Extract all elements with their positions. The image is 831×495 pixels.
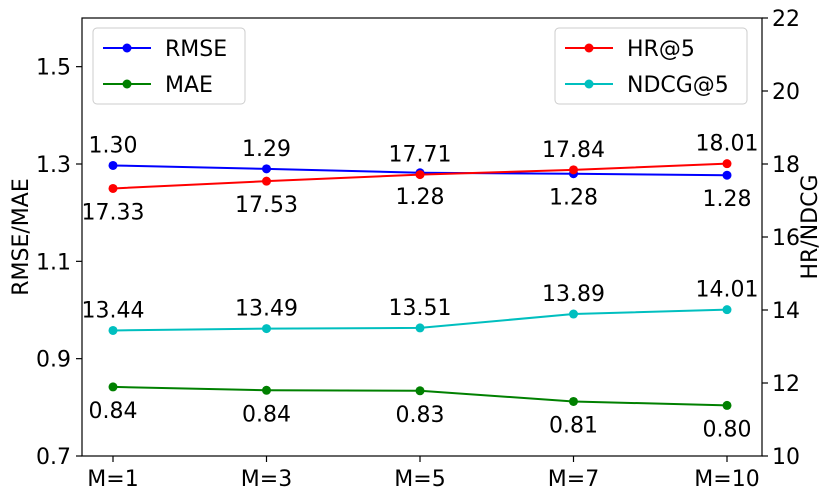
- x-tick-label: M=7: [548, 467, 599, 492]
- mae-point: [569, 396, 578, 406]
- mae-point: [722, 400, 732, 410]
- ndcg-5-data-label: 13.89: [542, 282, 605, 307]
- left-tick-label: 0.9: [36, 348, 71, 373]
- data-labels: 1.30 1.29 1.28 1.28 1.28 0.84 0.84 0.83 0.81 0.80…: [82, 132, 759, 443]
- mae-data-label: 0.80: [703, 417, 752, 442]
- x-tick-label: M=10: [694, 467, 759, 492]
- hr-5-point: [415, 170, 425, 180]
- hr-5-data-label: 17.71: [389, 143, 452, 168]
- rmse-point: [262, 164, 271, 174]
- mae-data-label: 0.81: [549, 413, 598, 438]
- mae-point: [415, 386, 425, 396]
- ndcg-5-point: [569, 309, 578, 319]
- legend-label-ndcg-5: NDCG@5: [627, 73, 729, 98]
- mae-data-label: 0.84: [242, 402, 291, 427]
- legend-top-left: RMSE MAE: [92, 27, 246, 105]
- left-tick-label: 1.1: [36, 250, 71, 275]
- right-tick-label: 10: [772, 445, 800, 470]
- right-tick-label: 22: [772, 7, 800, 32]
- ndcg-5-point: [722, 305, 732, 315]
- ndcg-5-point: [262, 324, 271, 334]
- ndcg-5-data-label: 13.44: [82, 298, 145, 323]
- left-axis-label: RMSE/MAE: [9, 178, 34, 295]
- hr-5-point: [108, 183, 118, 193]
- legend-label-rmse: RMSE: [165, 37, 227, 62]
- left-tick-label: 0.7: [36, 445, 71, 470]
- ndcg-5-data-label: 14.01: [696, 278, 759, 303]
- legend-top-right: HR@5 NDCG@5: [554, 27, 748, 105]
- x-tick-label: M=1: [87, 467, 138, 492]
- right-tick-label: 12: [772, 372, 800, 397]
- mae-point: [262, 385, 271, 395]
- hr-5-data-label: 17.53: [235, 193, 298, 218]
- legend-marker-rmse: [122, 43, 132, 53]
- rmse-point: [108, 160, 118, 170]
- right-tick-label: 16: [772, 226, 800, 251]
- rmse-data-label: 1.28: [703, 187, 752, 212]
- legend-marker-hr-5: [584, 43, 594, 53]
- mae-point: [108, 382, 118, 392]
- hr-5-point: [569, 165, 578, 175]
- right-axis-label: HR/NDCG: [798, 174, 823, 279]
- hr-5-data-label: 18.01: [696, 132, 759, 157]
- rmse-data-label: 1.30: [89, 133, 138, 158]
- legend-marker-mae: [122, 79, 132, 89]
- legend-label-mae: MAE: [165, 73, 213, 98]
- hr-5-data-label: 17.84: [542, 138, 605, 163]
- mae-data-label: 0.84: [89, 399, 138, 424]
- hr-5-point: [262, 176, 271, 186]
- x-tick-label: M=3: [241, 467, 292, 492]
- right-tick-label: 18: [772, 153, 800, 178]
- legends: RMSE MAE HR@5 NDCG@5: [92, 27, 748, 105]
- rmse-data-label: 1.28: [396, 185, 445, 210]
- ndcg-5-point: [415, 323, 425, 333]
- axes: 0.7 0.9 1.1 1.3 1.5 10 12 14 16 18 20 22 M=1 M=3 M=5 M=…: [9, 7, 823, 492]
- ndcg-5-data-label: 13.49: [235, 297, 298, 322]
- left-tick-label: 1.3: [36, 153, 71, 178]
- right-tick-label: 14: [772, 299, 800, 324]
- left-tick-label: 1.5: [36, 56, 71, 81]
- hr-5-point: [722, 159, 732, 169]
- mae-data-label: 0.83: [396, 403, 445, 428]
- right-tick-label: 20: [772, 80, 800, 105]
- x-tick-label: M=5: [394, 467, 445, 492]
- rmse-data-label: 1.28: [549, 186, 598, 211]
- legend-marker-ndcg-5: [584, 79, 594, 89]
- ndcg-5-data-label: 13.51: [389, 296, 452, 321]
- rmse-data-label: 1.29: [242, 137, 291, 162]
- ndcg-5-point: [108, 325, 118, 335]
- legend-label-hr-5: HR@5: [627, 37, 695, 62]
- hr-5-data-label: 17.33: [82, 200, 145, 225]
- series-layer: [108, 159, 732, 410]
- rmse-point: [722, 170, 732, 180]
